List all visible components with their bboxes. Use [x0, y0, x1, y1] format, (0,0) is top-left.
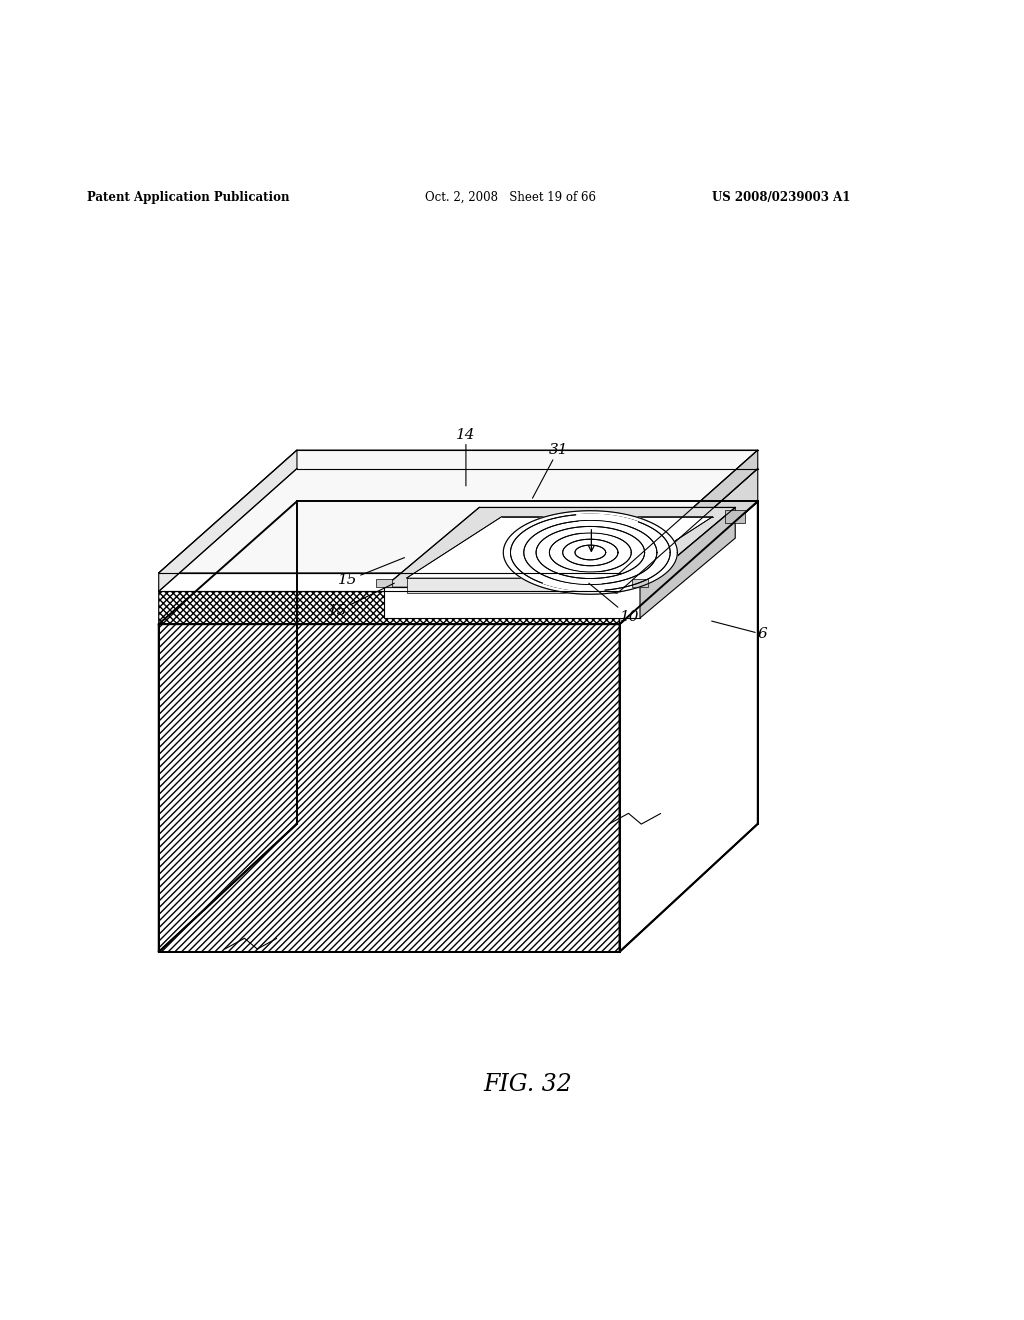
Polygon shape	[159, 450, 758, 573]
Polygon shape	[159, 624, 620, 952]
Polygon shape	[620, 469, 758, 624]
Polygon shape	[384, 507, 735, 587]
Polygon shape	[725, 511, 745, 523]
Text: 15: 15	[328, 583, 394, 618]
Polygon shape	[640, 507, 735, 618]
Polygon shape	[159, 591, 620, 624]
Text: 15: 15	[338, 557, 404, 587]
Polygon shape	[407, 516, 713, 578]
Polygon shape	[159, 469, 758, 591]
Polygon shape	[159, 450, 297, 591]
Polygon shape	[384, 587, 640, 618]
Polygon shape	[407, 578, 617, 594]
Text: 6: 6	[712, 622, 768, 642]
Polygon shape	[159, 573, 620, 591]
Text: FIG. 32: FIG. 32	[483, 1073, 571, 1097]
Text: Patent Application Publication: Patent Application Publication	[87, 190, 290, 203]
Text: Oct. 2, 2008   Sheet 19 of 66: Oct. 2, 2008 Sheet 19 of 66	[425, 190, 596, 203]
Polygon shape	[159, 469, 297, 624]
Polygon shape	[633, 579, 647, 587]
Polygon shape	[159, 502, 758, 624]
Polygon shape	[620, 450, 758, 591]
Polygon shape	[504, 511, 678, 594]
Polygon shape	[620, 502, 758, 952]
Polygon shape	[159, 502, 297, 952]
Text: 10: 10	[589, 583, 640, 624]
Polygon shape	[377, 579, 391, 587]
Text: US 2008/0239003 A1: US 2008/0239003 A1	[712, 190, 850, 203]
Text: 31: 31	[532, 444, 568, 498]
Text: 14: 14	[456, 428, 476, 486]
